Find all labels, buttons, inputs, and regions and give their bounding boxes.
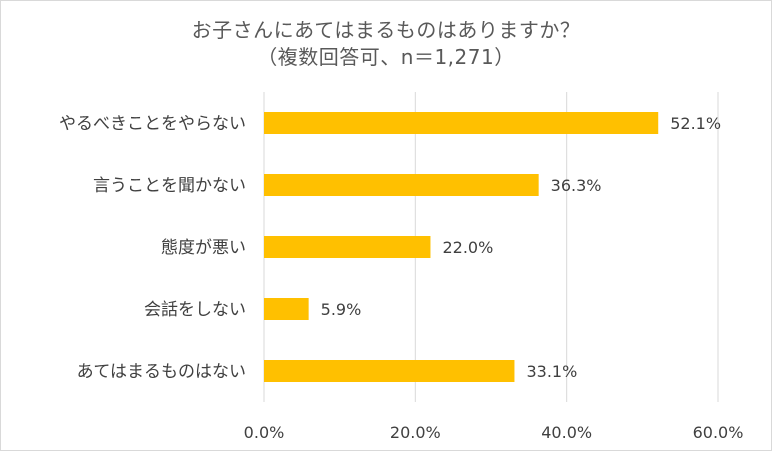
data-labels: 52.1% 36.3% 22.0% 5.9% 33.1% [321,114,721,381]
bar [264,236,431,258]
bar [264,360,515,382]
bar [264,298,309,320]
x-tick-label: 40.0% [541,423,592,442]
category-label: 態度が悪い [161,238,246,258]
bars [264,112,659,382]
x-tick-labels: 0.0% 20.0% 40.0% 60.0% [244,423,744,442]
x-tick-label: 20.0% [390,423,441,442]
category-label: 言うことを聞かない [93,176,246,196]
category-labels: やるべきことをやらない言うことを聞かない態度が悪い会話をしないあてはまるものはな… [59,114,246,382]
category-label: 会話をしない [144,300,246,320]
chart-subtitle: （複数回答可、n＝1,271） [257,45,515,69]
bar [264,174,539,196]
data-label: 5.9% [321,300,362,319]
category-label: あてはまるものはない [77,362,246,382]
data-label: 22.0% [442,238,493,257]
chart-title: お子さんにあてはまるものはありますか？ [191,18,581,42]
data-label: 33.1% [526,362,577,381]
category-label: やるべきことをやらない [59,114,246,134]
x-tick-label: 60.0% [693,423,744,442]
data-label: 36.3% [551,176,602,195]
x-tick-label: 0.0% [244,423,285,442]
bar [264,112,659,134]
data-label: 52.1% [670,114,721,133]
